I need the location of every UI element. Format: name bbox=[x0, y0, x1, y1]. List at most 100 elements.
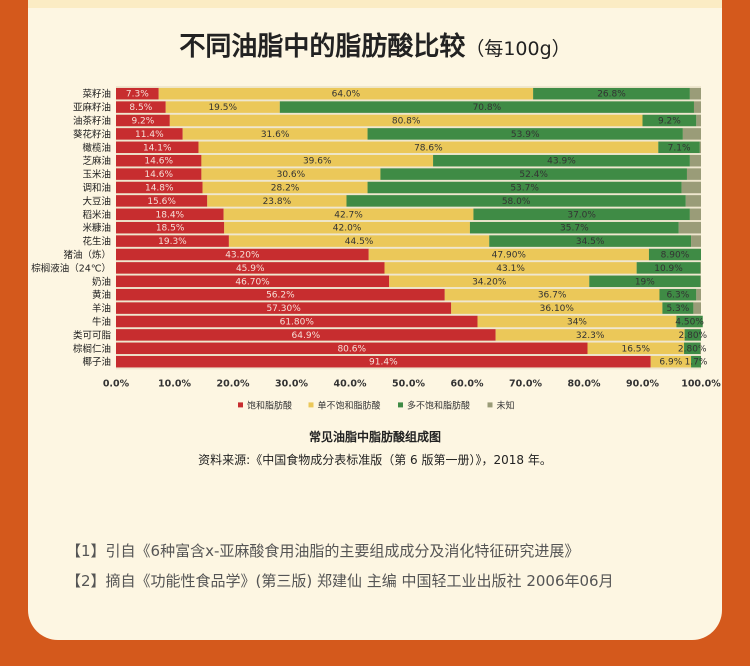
bar-segment bbox=[533, 87, 690, 100]
bar-segment bbox=[368, 248, 649, 261]
chart-caption: 常见油脂中脂肪酸组成图 bbox=[308, 430, 441, 444]
category-label: 菜籽油 bbox=[82, 88, 111, 100]
content-card: 不同油脂中的脂肪酸比较（每100g） 菜籽油 7.3% 64.0% 26.8% 亚麻籽油… bbox=[28, 0, 722, 640]
bar-segment bbox=[116, 87, 159, 100]
reference-2: 【2】摘自《功能性食品学》(第三版) 郑建仙 主编 中国轻工业出版社 2006年… bbox=[66, 572, 614, 590]
bar-segment bbox=[116, 248, 369, 261]
bar-segment bbox=[469, 221, 679, 234]
bar-segment bbox=[659, 288, 697, 301]
data-label: 14.1% bbox=[143, 143, 172, 153]
bar-segment bbox=[116, 141, 199, 154]
data-label: 34.5% bbox=[576, 237, 605, 247]
bar-segment bbox=[116, 181, 203, 194]
data-label: 10.9% bbox=[654, 264, 683, 274]
category-label: 稻米油 bbox=[82, 209, 111, 221]
bar-segment bbox=[676, 315, 703, 328]
bar-segment bbox=[279, 101, 694, 113]
bar-segment bbox=[693, 101, 701, 113]
data-label: 14.6% bbox=[144, 157, 173, 167]
data-label: 18.5% bbox=[156, 224, 185, 234]
bar-segment bbox=[389, 275, 590, 288]
data-label: 5.3% bbox=[666, 304, 689, 314]
bar-segment bbox=[685, 195, 701, 207]
category-label: 黄油 bbox=[92, 289, 111, 301]
data-label: 23.8% bbox=[263, 197, 292, 207]
bar-segment bbox=[700, 262, 701, 274]
data-label: 4.50% bbox=[675, 318, 704, 328]
fatty-acid-stacked-bar-chart: 菜籽油 7.3% 64.0% 26.8% 亚麻籽油 8.5% 19.5% 70.8% 油茶籽油 9… bbox=[31, 86, 721, 411]
bar-segment bbox=[158, 87, 534, 100]
page-title-text: 不同油脂中的脂肪酸比较 bbox=[179, 32, 466, 62]
bar-segment bbox=[169, 114, 643, 127]
bar-segment bbox=[201, 154, 434, 167]
bar-segment bbox=[116, 329, 496, 341]
bar-segment bbox=[589, 275, 701, 288]
category-label: 玉米油 bbox=[82, 169, 111, 181]
data-label: 9.2% bbox=[131, 117, 154, 127]
data-label: 15.6% bbox=[147, 197, 176, 207]
bar-segment bbox=[116, 221, 225, 234]
data-label: 42.7% bbox=[334, 210, 363, 220]
bar-segment bbox=[636, 262, 701, 274]
data-label: 6.9% bbox=[659, 358, 682, 368]
category-label: 奶油 bbox=[92, 276, 111, 288]
bar-segment bbox=[182, 128, 368, 140]
data-label: 42.0% bbox=[333, 224, 362, 234]
bar-segment bbox=[207, 195, 347, 207]
category-label: 棕榈仁油 bbox=[73, 343, 111, 355]
data-label: 43.9% bbox=[547, 157, 576, 167]
legend-swatch bbox=[487, 402, 493, 408]
bar-segment bbox=[658, 141, 700, 154]
bar-segment bbox=[689, 208, 701, 221]
bar-segment bbox=[116, 315, 478, 328]
bar-segment bbox=[473, 208, 690, 221]
category-label: 花生油 bbox=[82, 236, 111, 248]
data-label: 8.90% bbox=[661, 251, 690, 261]
data-label: 2.80% bbox=[679, 331, 708, 341]
bar-segment bbox=[116, 288, 445, 301]
bar-segment bbox=[380, 168, 687, 180]
category-label: 猪油（炼） bbox=[63, 249, 111, 261]
bar-segment bbox=[116, 275, 390, 288]
bar-segment bbox=[587, 342, 685, 355]
data-label: 43.1% bbox=[496, 264, 525, 274]
bar-segment bbox=[691, 235, 701, 247]
bar-segment bbox=[691, 355, 701, 368]
data-label: 19% bbox=[635, 277, 655, 287]
bar-segment bbox=[116, 128, 183, 140]
bar-segment bbox=[116, 114, 170, 127]
bar-segment bbox=[116, 235, 229, 247]
data-label: 16.5% bbox=[621, 344, 650, 354]
bar-segment bbox=[223, 208, 474, 221]
bar-segment bbox=[116, 101, 166, 113]
data-label: 11.4% bbox=[135, 130, 164, 140]
bar-segment bbox=[699, 141, 701, 154]
data-label: 80.6% bbox=[337, 344, 366, 354]
data-label: 36.10% bbox=[540, 304, 575, 314]
category-label: 羊油 bbox=[92, 303, 111, 315]
data-label: 26.8% bbox=[597, 90, 626, 100]
bar-segment bbox=[116, 302, 452, 314]
bar-segment bbox=[198, 141, 659, 154]
legend-label: 未知 bbox=[497, 399, 515, 411]
data-label: 58.0% bbox=[502, 197, 531, 207]
data-label: 78.6% bbox=[414, 143, 443, 153]
data-label: 37.0% bbox=[567, 210, 596, 220]
data-label: 28.2% bbox=[271, 184, 300, 194]
x-tick-label: 60.0% bbox=[451, 378, 484, 389]
bar-segment bbox=[444, 288, 660, 301]
reference-1: 【1】引自《6种富含x-亚麻酸食用油脂的主要组成成分及消化特征研究进展》 bbox=[66, 542, 580, 560]
x-tick-label: 40.0% bbox=[334, 378, 367, 389]
data-label: 30.6% bbox=[277, 170, 306, 180]
data-label: 39.6% bbox=[303, 157, 332, 167]
bar-segment bbox=[686, 168, 701, 180]
bar-segment bbox=[642, 114, 697, 127]
legend-swatch bbox=[238, 402, 243, 408]
x-tick-label: 20.0% bbox=[217, 378, 250, 389]
data-label: 2.80% bbox=[678, 344, 707, 354]
data-label: 32.3% bbox=[576, 331, 605, 341]
bar-segment bbox=[116, 262, 385, 274]
data-label: 19.5% bbox=[208, 103, 237, 113]
data-label: 31.6% bbox=[261, 130, 290, 140]
bar-segment bbox=[684, 329, 701, 341]
